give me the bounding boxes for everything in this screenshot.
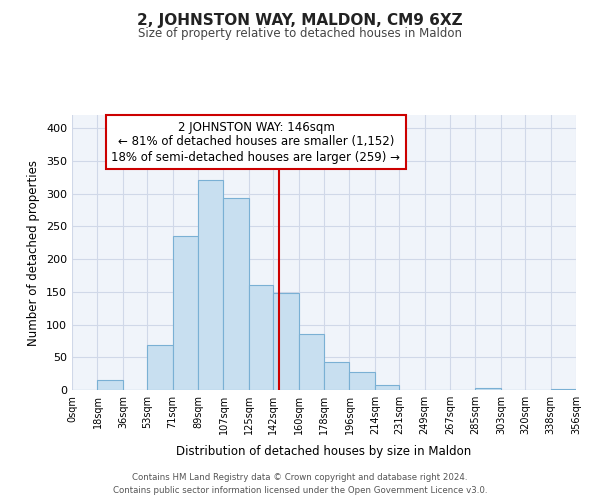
Text: 2 JOHNSTON WAY: 146sqm
← 81% of detached houses are smaller (1,152)
18% of semi-: 2 JOHNSTON WAY: 146sqm ← 81% of detached… xyxy=(112,120,400,164)
Bar xyxy=(349,372,375,390)
Bar xyxy=(198,180,223,390)
X-axis label: Distribution of detached houses by size in Maldon: Distribution of detached houses by size … xyxy=(176,446,472,458)
Bar xyxy=(249,285,273,390)
Bar xyxy=(273,293,299,390)
Bar xyxy=(223,198,249,390)
Bar xyxy=(147,346,173,390)
Bar xyxy=(299,334,324,390)
Text: Contains HM Land Registry data © Crown copyright and database right 2024.: Contains HM Land Registry data © Crown c… xyxy=(132,474,468,482)
Bar xyxy=(375,386,399,390)
Text: Contains public sector information licensed under the Open Government Licence v3: Contains public sector information licen… xyxy=(113,486,487,495)
Bar xyxy=(173,236,198,390)
Bar xyxy=(475,388,501,390)
Bar xyxy=(551,388,576,390)
Bar xyxy=(97,380,123,390)
Text: Size of property relative to detached houses in Maldon: Size of property relative to detached ho… xyxy=(138,28,462,40)
Bar xyxy=(324,362,349,390)
Y-axis label: Number of detached properties: Number of detached properties xyxy=(28,160,40,346)
Text: 2, JOHNSTON WAY, MALDON, CM9 6XZ: 2, JOHNSTON WAY, MALDON, CM9 6XZ xyxy=(137,12,463,28)
